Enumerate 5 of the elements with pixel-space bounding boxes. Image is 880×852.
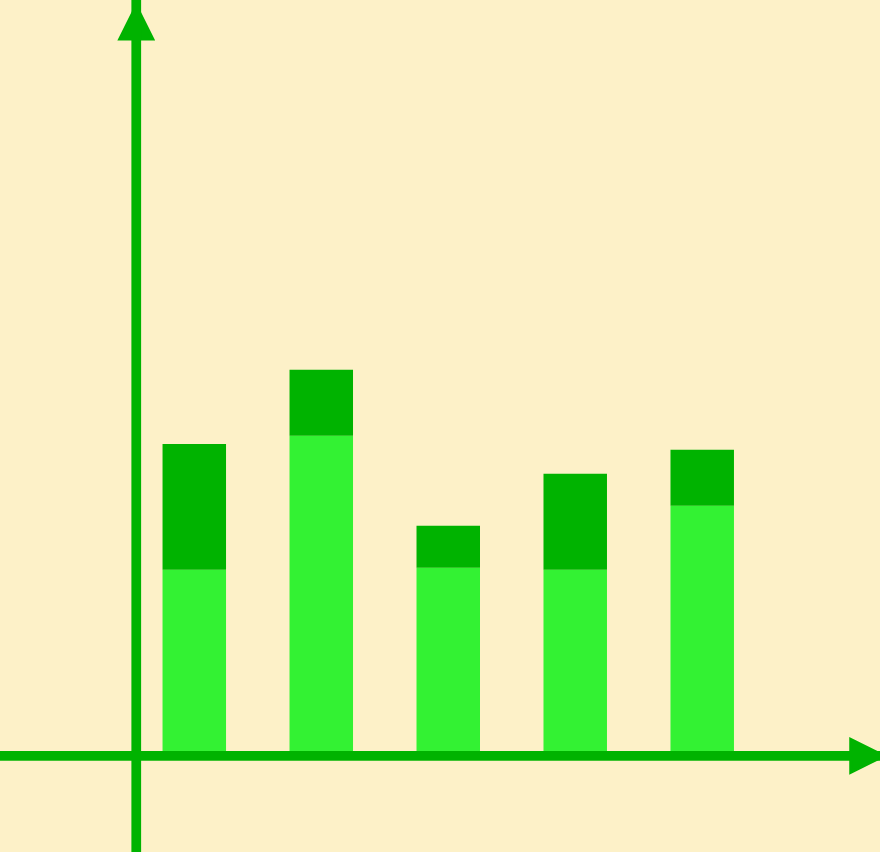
bar (162, 443, 227, 570)
bar (543, 473, 607, 570)
bar (289, 369, 354, 436)
bar (670, 449, 734, 506)
bar (416, 525, 480, 568)
